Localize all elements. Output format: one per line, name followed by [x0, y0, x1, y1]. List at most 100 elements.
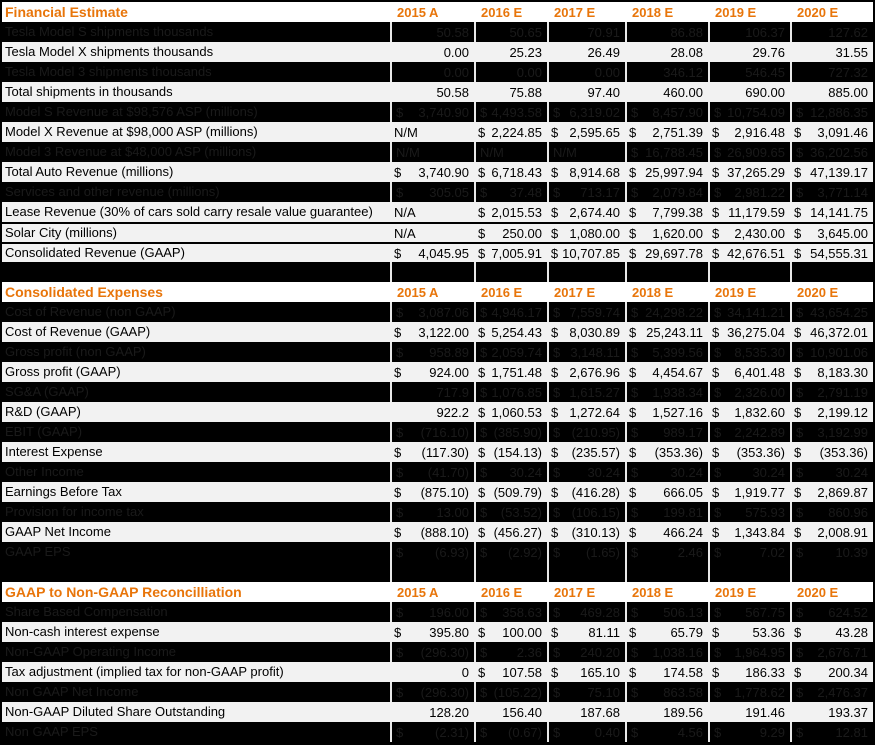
cell[interactable]: 86.88: [625, 22, 708, 42]
cell[interactable]: $ (416.28): [547, 482, 625, 502]
cell[interactable]: N/M: [547, 142, 625, 162]
cell[interactable]: $ (0.67): [474, 722, 547, 742]
cell[interactable]: $2,008.91: [790, 522, 873, 542]
cell[interactable]: 0.00: [390, 42, 474, 62]
cell[interactable]: $1,076.85: [474, 382, 547, 402]
cell[interactable]: $30.24: [708, 462, 790, 482]
cell[interactable]: $ (385.90): [474, 422, 547, 442]
cell[interactable]: $666.05: [625, 482, 708, 502]
cell[interactable]: 546.45: [708, 62, 790, 82]
cell[interactable]: $6,319.02: [547, 102, 625, 122]
cell[interactable]: 28.08: [625, 42, 708, 62]
cell[interactable]: $1,938.34: [625, 382, 708, 402]
cell[interactable]: $199.81: [625, 502, 708, 522]
cell[interactable]: 187.68: [547, 702, 625, 722]
cell[interactable]: $989.17: [625, 422, 708, 442]
cell[interactable]: $8,535.30: [708, 342, 790, 362]
cell[interactable]: $2,326.00: [708, 382, 790, 402]
cell[interactable]: $4,493.58: [474, 102, 547, 122]
cell[interactable]: $53.36: [708, 622, 790, 642]
cell[interactable]: $25,243.11: [625, 322, 708, 342]
cell[interactable]: 106.37: [708, 22, 790, 42]
cell[interactable]: $11,179.59: [708, 202, 790, 222]
cell[interactable]: $165.10: [547, 662, 625, 682]
row-label[interactable]: Non GAAP Net Income: [5, 684, 139, 699]
cell[interactable]: 885.00: [790, 82, 873, 102]
cell[interactable]: 690.00: [708, 82, 790, 102]
cell[interactable]: $46,372.01: [790, 322, 873, 342]
row-label[interactable]: Provision for income tax: [5, 504, 144, 519]
cell[interactable]: 189.56: [625, 702, 708, 722]
cell[interactable]: $7.02: [708, 542, 790, 562]
cell[interactable]: $30.24: [474, 462, 547, 482]
cell[interactable]: $ (105.22): [474, 682, 547, 702]
cell[interactable]: $ (310.13): [547, 522, 625, 542]
cell[interactable]: $ (154.13): [474, 442, 547, 462]
cell[interactable]: $ (1.65): [547, 542, 625, 562]
cell[interactable]: $3,645.00: [790, 224, 873, 242]
cell[interactable]: $3,192.99: [790, 422, 873, 442]
cell[interactable]: $ (106.15): [547, 502, 625, 522]
cell[interactable]: $26,909.65: [708, 142, 790, 162]
cell[interactable]: $713.17: [547, 182, 625, 202]
cell[interactable]: $34,141.21: [708, 302, 790, 322]
cell[interactable]: $30.24: [547, 462, 625, 482]
cell[interactable]: $10,901.06: [790, 342, 873, 362]
cell[interactable]: $25,997.94: [625, 162, 708, 182]
row-label[interactable]: Tesla Model S shipments thousands: [5, 24, 214, 39]
cell[interactable]: $ (6.93): [390, 542, 474, 562]
cell[interactable]: $24,298.22: [625, 302, 708, 322]
cell[interactable]: $14,141.75: [790, 202, 873, 222]
cell[interactable]: $305.05: [390, 182, 474, 202]
cell[interactable]: $958.89: [390, 342, 474, 362]
cell[interactable]: $10,707.85: [547, 244, 625, 262]
row-label[interactable]: Model X Revenue at $98,000 ASP (millions…: [5, 124, 258, 139]
cell[interactable]: $5,254.43: [474, 322, 547, 342]
cell[interactable]: $81.11: [547, 622, 625, 642]
cell[interactable]: $395.80: [390, 622, 474, 642]
cell[interactable]: $2,224.85: [474, 122, 547, 142]
row-label[interactable]: Non-GAAP Operating Income: [5, 644, 177, 659]
cell[interactable]: 128.20: [390, 702, 474, 722]
cell[interactable]: 156.40: [474, 702, 547, 722]
row-label[interactable]: Cost of Revenue (GAAP): [5, 324, 151, 339]
cell[interactable]: $47,139.17: [790, 162, 873, 182]
cell[interactable]: $1,832.60: [708, 402, 790, 422]
cell[interactable]: $ (2.31): [390, 722, 474, 742]
cell[interactable]: $12.81: [790, 722, 873, 742]
cell[interactable]: $37,265.29: [708, 162, 790, 182]
cell[interactable]: 922.2: [390, 402, 474, 422]
cell[interactable]: $43.28: [790, 622, 873, 642]
cell[interactable]: $1,060.53: [474, 402, 547, 422]
row-label[interactable]: Gross profit (non GAAP): [5, 344, 146, 359]
cell[interactable]: 717.9: [390, 382, 474, 402]
row-label[interactable]: Solar City (millions): [5, 225, 117, 240]
cell[interactable]: 25.23: [474, 42, 547, 62]
cell[interactable]: N/A: [390, 202, 474, 222]
row-label[interactable]: Tesla Model X shipments thousands: [5, 44, 214, 59]
row-label[interactable]: Non-cash interest expense: [5, 624, 160, 639]
row-label[interactable]: Earnings Before Tax: [5, 484, 122, 499]
cell[interactable]: $2,059.74: [474, 342, 547, 362]
cell[interactable]: $ (353.36): [790, 442, 873, 462]
cell[interactable]: $9.29: [708, 722, 790, 742]
cell[interactable]: $8,457.90: [625, 102, 708, 122]
cell[interactable]: $7,559.74: [547, 302, 625, 322]
cell[interactable]: $2,015.53: [474, 202, 547, 222]
cell[interactable]: $42,676.51: [708, 244, 790, 262]
cell[interactable]: $16,788.45: [625, 142, 708, 162]
cell[interactable]: $3,740.90: [390, 162, 474, 182]
cell[interactable]: $ (716.10): [390, 422, 474, 442]
cell[interactable]: $1,919.77: [708, 482, 790, 502]
cell[interactable]: 127.62: [790, 22, 873, 42]
cell[interactable]: $2,242.89: [708, 422, 790, 442]
cell[interactable]: 193.37: [790, 702, 873, 722]
row-label[interactable]: Non-GAAP Diluted Share Outstanding: [5, 704, 226, 719]
cell[interactable]: $3,740.90: [390, 102, 474, 122]
cell[interactable]: $2,981.22: [708, 182, 790, 202]
cell[interactable]: N/A: [390, 224, 474, 242]
row-label[interactable]: Non GAAP EPS: [5, 724, 98, 739]
cell[interactable]: 50.58: [390, 22, 474, 42]
cell[interactable]: $8,183.30: [790, 362, 873, 382]
row-label[interactable]: Share Based Compensation: [5, 604, 168, 619]
